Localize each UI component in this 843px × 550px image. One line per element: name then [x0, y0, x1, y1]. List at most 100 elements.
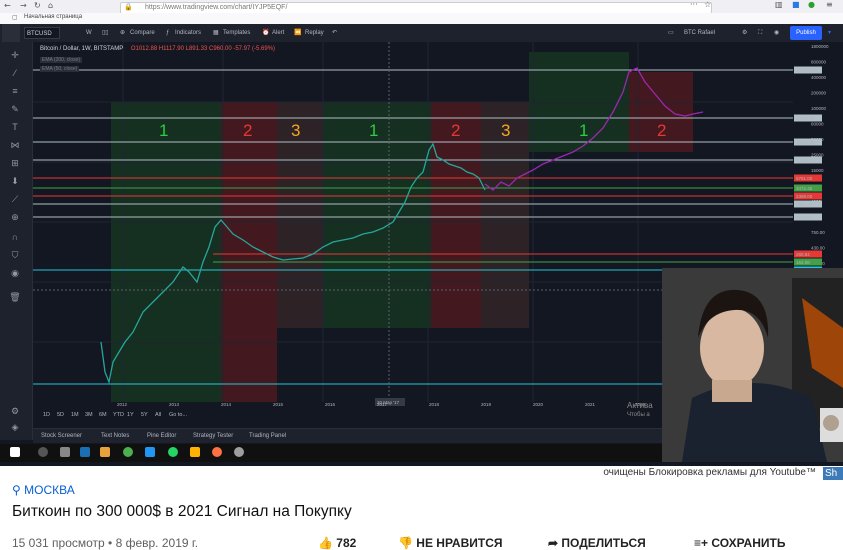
- replay-button[interactable]: Replay: [305, 30, 324, 36]
- range-button[interactable]: 1Y: [127, 412, 134, 418]
- trendline-icon[interactable]: ⁄: [14, 68, 16, 78]
- taskview-icon[interactable]: [60, 447, 70, 457]
- dislike-label: НЕ НРАВИТСЯ: [416, 536, 503, 550]
- bookmark-icon[interactable]: ☆: [704, 0, 712, 9]
- snapshot-icon[interactable]: ◉: [774, 30, 780, 36]
- bottom-tab[interactable]: Strategy Tester: [193, 433, 234, 439]
- legend-ema-200[interactable]: EMA (200, close): [40, 57, 83, 63]
- bookmark-home[interactable]: Начальная страница: [24, 14, 83, 20]
- price-series: [100, 142, 486, 385]
- price-axis-tick-label: 15000: [811, 168, 824, 173]
- ruler-icon[interactable]: ⟋: [11, 194, 19, 204]
- library-icon[interactable]: ▥: [775, 0, 783, 9]
- price-axis-tick-label: 750.00: [811, 230, 825, 235]
- video-frame[interactable]: ← → ↻ ⌂ 🔒 https://www.tradingview.com/ch…: [0, 0, 843, 466]
- price-level-label: 164.08: [796, 260, 810, 265]
- templates-button[interactable]: Templates: [223, 30, 251, 36]
- interval-button[interactable]: W: [86, 30, 92, 36]
- tv-logo-icon[interactable]: [2, 24, 20, 42]
- layout-icon[interactable]: ▭: [668, 30, 674, 36]
- range-button[interactable]: All: [155, 412, 162, 418]
- share-button[interactable]: ➦ ПОДЕЛИТЬСЯ: [548, 536, 646, 550]
- compare-button[interactable]: Compare: [130, 30, 155, 36]
- brush-icon[interactable]: ✎: [11, 104, 19, 114]
- indicators-icon: ƒ: [166, 30, 170, 36]
- range-button[interactable]: 3M: [85, 412, 93, 418]
- obs-icon[interactable]: [234, 447, 244, 457]
- settings-icon[interactable]: ⚙: [742, 30, 748, 36]
- adblock-icon[interactable]: ●: [808, 0, 815, 9]
- chart-toolbar: BTCUSD W ▯▯ ⊕ Compare ƒ Indicators ▦ Tem…: [0, 24, 843, 43]
- range-button[interactable]: 6M: [99, 412, 107, 418]
- layers-icon[interactable]: ◈: [11, 422, 19, 432]
- cycle-phase-label: 1: [369, 121, 378, 140]
- settings-small-icon[interactable]: ⚙: [10, 406, 20, 416]
- range-button[interactable]: 1D: [43, 412, 51, 418]
- like-button[interactable]: 👍 782: [318, 536, 356, 550]
- range-button[interactable]: 5Y: [141, 412, 148, 418]
- undo-icon[interactable]: ↶: [332, 30, 338, 36]
- chrome-icon[interactable]: [123, 447, 133, 457]
- bottom-tab[interactable]: Trading Panel: [249, 433, 287, 439]
- pattern-icon[interactable]: ⋈: [10, 140, 20, 150]
- reload-icon[interactable]: ↻: [34, 1, 41, 10]
- range-button[interactable]: YTD: [113, 412, 124, 418]
- thumb-up-icon: 👍: [318, 536, 333, 550]
- app-icon[interactable]: [190, 447, 200, 457]
- range-button[interactable]: Go to...: [169, 412, 188, 418]
- lock-drawings-icon[interactable]: ⛉: [11, 250, 19, 260]
- indicators-button[interactable]: Indicators: [175, 30, 202, 36]
- price-axis-tick-label: 400000: [811, 75, 827, 80]
- windows-start-icon[interactable]: [10, 447, 20, 457]
- price-level-tag: [794, 192, 822, 200]
- forward-icon[interactable]: →: [20, 1, 27, 10]
- whatsapp-icon[interactable]: [168, 447, 178, 457]
- fib-icon[interactable]: ≡: [12, 86, 18, 96]
- search-icon[interactable]: [38, 447, 48, 457]
- fullscreen-icon[interactable]: ⛶: [758, 30, 763, 36]
- price-axis-tick-label: 25000: [811, 153, 824, 158]
- explorer-icon[interactable]: [100, 447, 110, 457]
- dislike-button[interactable]: 👎 НЕ НРАВИТСЯ: [398, 536, 503, 550]
- extension-icon[interactable]: ■: [792, 0, 800, 9]
- bottom-tab[interactable]: Stock Screener: [41, 433, 83, 439]
- symbol-search-input[interactable]: BTCUSD: [24, 27, 60, 39]
- projection-series: [484, 67, 704, 191]
- bottom-tab[interactable]: Pine Editor: [147, 433, 177, 439]
- magnet-icon[interactable]: ∩: [11, 232, 19, 242]
- zoom-icon[interactable]: ⊕: [11, 212, 19, 222]
- range-button[interactable]: 5D: [57, 412, 65, 418]
- price-chart[interactable]: 20 Мар '17 1 2 3 1 2 3 1 2 1800000 800000 400000 2…: [33, 42, 843, 440]
- visibility-icon[interactable]: ◉: [11, 268, 19, 278]
- video-location[interactable]: ⚲ МОСКВА: [12, 483, 75, 497]
- chart-type-icon[interactable]: ▯▯: [102, 30, 109, 36]
- firefox-icon[interactable]: [212, 447, 222, 457]
- layout-name[interactable]: BTC Rafael: [684, 30, 716, 36]
- chevron-down-icon[interactable]: ▾: [828, 30, 832, 36]
- alert-button[interactable]: Alert: [272, 30, 285, 36]
- legend-title: Bitcoin / Dollar, 1W, BITSTAMP: [40, 46, 124, 52]
- compare-icon: ⊕: [120, 30, 126, 36]
- cycle-zone-green: [111, 102, 221, 402]
- more-icon[interactable]: ···: [690, 0, 698, 9]
- steam-icon[interactable]: [80, 447, 90, 457]
- text-icon[interactable]: T: [12, 122, 18, 132]
- bottom-tab[interactable]: Text Notes: [101, 433, 130, 439]
- back-icon[interactable]: ←: [4, 1, 11, 10]
- trash-icon[interactable]: 🗑: [9, 292, 21, 302]
- price-level-label: 2398.00: [796, 194, 813, 199]
- price-level-tag: [794, 258, 822, 266]
- arrow-down-icon[interactable]: ⬇: [11, 176, 19, 186]
- save-button[interactable]: ≡+ СОХРАНИТЬ: [694, 536, 785, 550]
- home-icon[interactable]: ⌂: [48, 1, 54, 10]
- cycle-phase-label: 2: [243, 121, 252, 140]
- prediction-icon[interactable]: ⊞: [11, 158, 19, 168]
- menu-icon[interactable]: ≡: [826, 0, 833, 9]
- cycle-phase-label: 3: [291, 121, 300, 140]
- publish-button[interactable]: Publish: [790, 26, 822, 40]
- cursor-icon[interactable]: ✛: [11, 50, 19, 60]
- range-button[interactable]: 1M: [71, 412, 79, 418]
- skype-icon[interactable]: [145, 447, 155, 457]
- legend-ema-50[interactable]: EMA (50, close): [40, 66, 80, 72]
- adblock-share-button[interactable]: Sh: [823, 467, 843, 480]
